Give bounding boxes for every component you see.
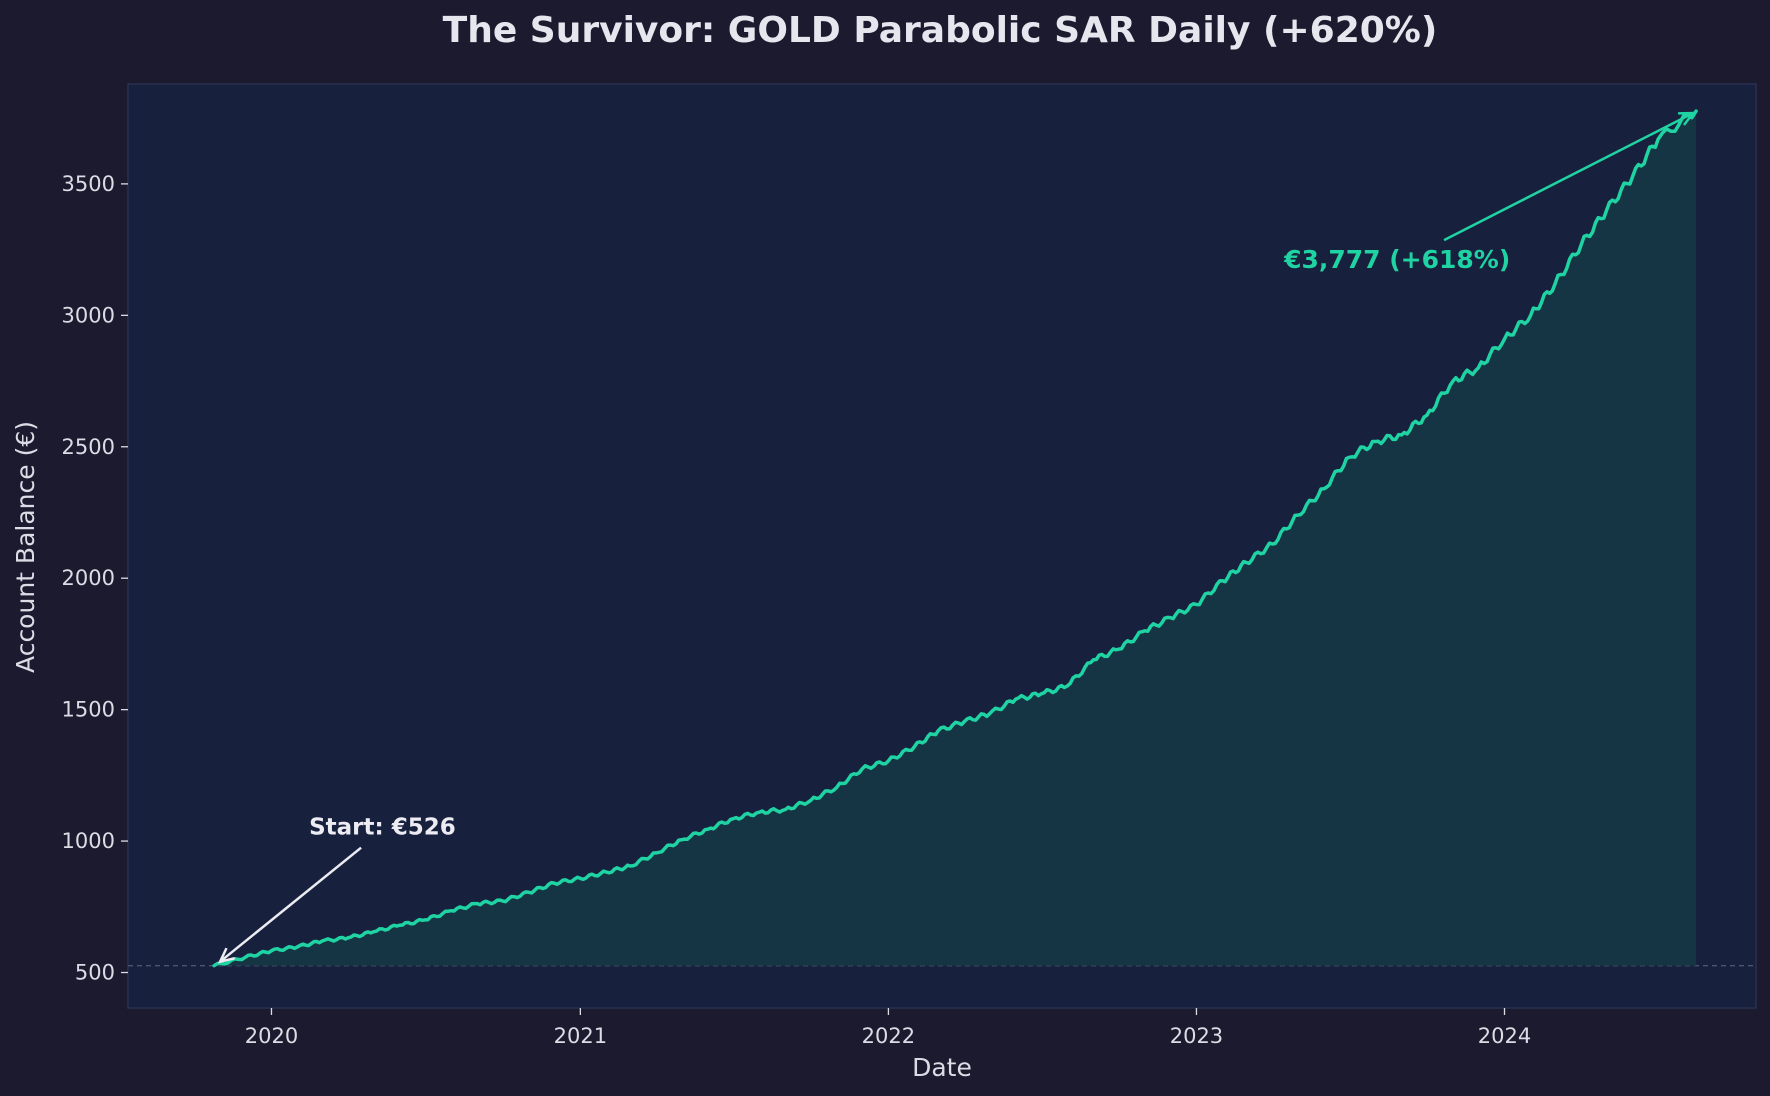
y-tick-label: 3500 <box>62 172 115 196</box>
x-tick-label: 2022 <box>862 1024 915 1048</box>
start-annotation-arrow-head <box>217 947 235 964</box>
y-axis-label: Account Balance (€) <box>11 421 40 673</box>
start-annotation-label: Start: €526 <box>309 815 456 841</box>
y-tick-label: 1500 <box>62 698 115 722</box>
x-tick-label: 2021 <box>554 1024 607 1048</box>
equity-line <box>212 109 1698 968</box>
y-tick-label: 1000 <box>62 829 115 853</box>
x-tick-label: 2023 <box>1170 1024 1223 1048</box>
x-axis-label: Date <box>912 1053 972 1082</box>
start-annotation-arrow <box>219 846 362 963</box>
equity-area-fill <box>214 111 1697 966</box>
x-tick-label: 2024 <box>1478 1024 1531 1048</box>
annotations: Start: €526 €3,777 (+618%) <box>217 111 1696 964</box>
y-tick-label: 500 <box>75 961 115 985</box>
y-tick-label: 2000 <box>62 566 115 590</box>
y-axis: 500 1000 1500 2000 2500 3000 3500 <box>62 172 128 985</box>
end-annotation-arrow-head <box>1678 111 1696 126</box>
x-axis: 2020 2021 2022 2023 2024 <box>245 1008 1531 1048</box>
x-tick-label: 2020 <box>245 1024 298 1048</box>
end-annotation-label: €3,777 (+618%) <box>1283 245 1510 274</box>
chart-title: The Survivor: GOLD Parabolic SAR Daily (… <box>443 10 1438 51</box>
y-tick-label: 2500 <box>62 435 115 459</box>
end-annotation-arrow <box>1443 111 1694 242</box>
y-tick-label: 3000 <box>62 303 115 327</box>
